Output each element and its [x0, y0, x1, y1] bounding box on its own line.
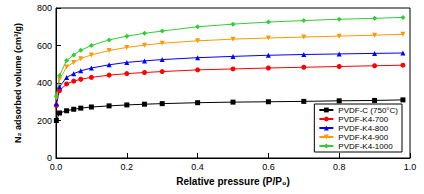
svg-text:N₂ adsorbed volume (cm³/g): N₂ adsorbed volume (cm³/g) [13, 23, 23, 143]
svg-text:0.6: 0.6 [262, 162, 275, 172]
svg-text:Relative pressure (P/P₀): Relative pressure (P/P₀) [176, 176, 289, 187]
svg-text:0.4: 0.4 [191, 162, 204, 172]
svg-text:0: 0 [47, 153, 52, 163]
svg-text:1.0: 1.0 [404, 162, 417, 172]
svg-text:600: 600 [37, 41, 52, 51]
svg-text:0.0: 0.0 [50, 162, 63, 172]
svg-text:0.2: 0.2 [121, 162, 134, 172]
svg-text:400: 400 [37, 78, 52, 88]
svg-text:PVDF-K4-900: PVDF-K4-900 [338, 133, 388, 142]
svg-text:PVDF-K4-700: PVDF-K4-700 [338, 115, 388, 124]
svg-text:800: 800 [37, 3, 52, 13]
svg-text:PVDF-C (750°C): PVDF-C (750°C) [338, 106, 398, 115]
svg-text:PVDF-K4-800: PVDF-K4-800 [338, 124, 388, 133]
svg-text:200: 200 [37, 116, 52, 126]
svg-text:0.8: 0.8 [333, 162, 346, 172]
svg-text:PVDF-K4-1000: PVDF-K4-1000 [338, 142, 393, 151]
